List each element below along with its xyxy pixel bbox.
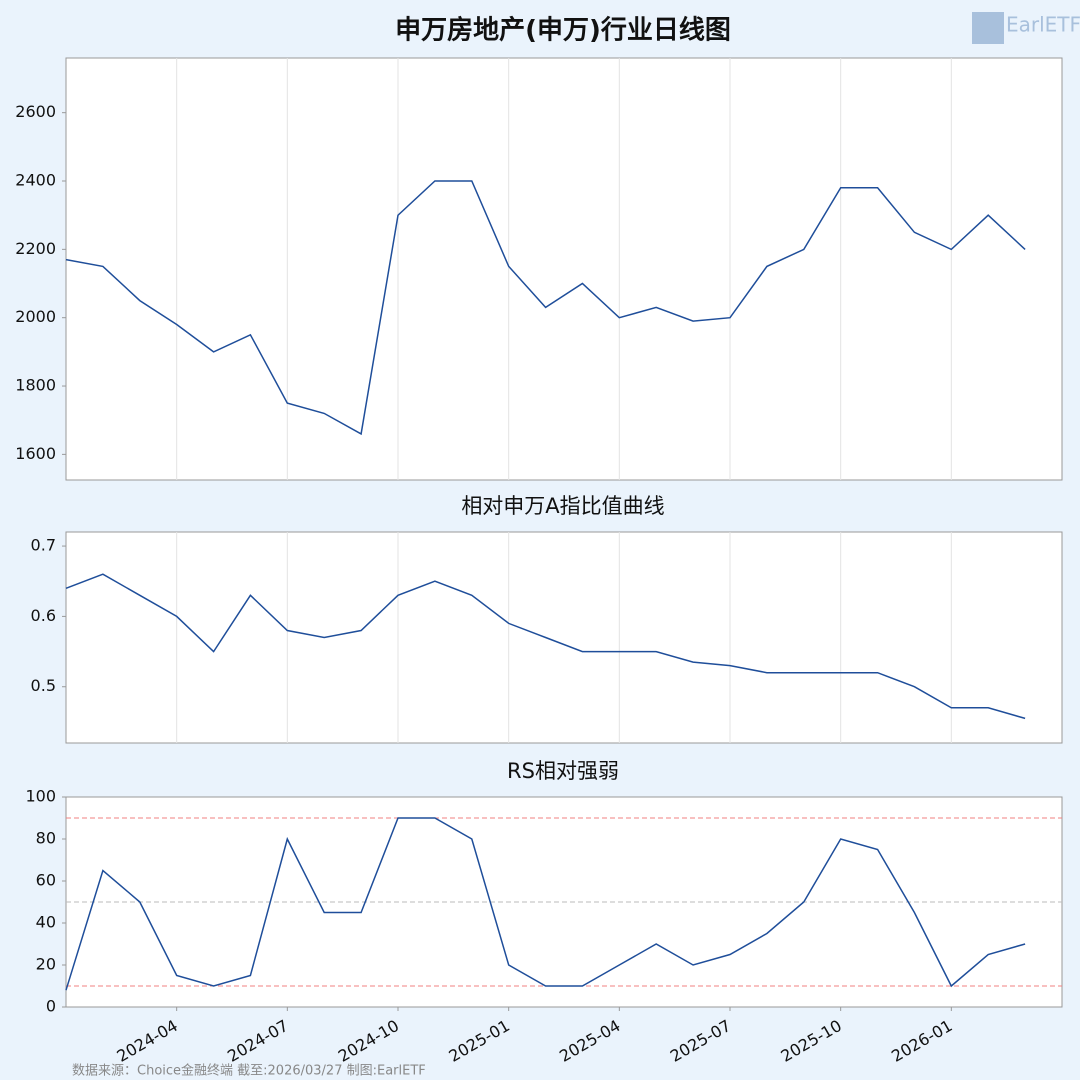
y-tick-label: 0.7 <box>31 536 56 555</box>
logo: EarlETF <box>1006 13 1080 37</box>
y-tick-label: 2200 <box>15 239 56 258</box>
logo-icon <box>972 12 1004 44</box>
line <box>65 180 1026 436</box>
y-tick-label: 0 <box>46 997 56 1016</box>
footer: 数据来源：Choice金融终端 截至:2026/03/27 制图:EarlETF <box>72 1063 426 1079</box>
y-tick-label: 2000 <box>15 307 56 326</box>
y-tick-label: 2400 <box>15 171 56 190</box>
y-tick-label: 80 <box>36 829 56 848</box>
y-tick-label: 1600 <box>15 444 56 463</box>
chart-title: 申万房地产(申万)行业日线图 <box>395 15 731 46</box>
line <box>65 573 1026 720</box>
plot-area <box>65 531 1063 744</box>
y-tick-label: 20 <box>36 955 56 974</box>
y-tick-label: 1800 <box>15 376 56 395</box>
y-tick-label: 0.6 <box>31 606 56 625</box>
y-tick-label: 40 <box>36 913 56 932</box>
panel-title: 相对申万A指比值曲线 <box>461 494 664 518</box>
panel-title: RS相对强弱 <box>507 759 619 783</box>
line <box>65 817 1026 991</box>
y-tick-label: 0.5 <box>31 676 56 695</box>
y-tick-label: 100 <box>25 787 56 806</box>
y-tick-label: 2600 <box>15 102 56 121</box>
plot-area <box>65 57 1063 481</box>
y-tick-label: 60 <box>36 871 56 890</box>
